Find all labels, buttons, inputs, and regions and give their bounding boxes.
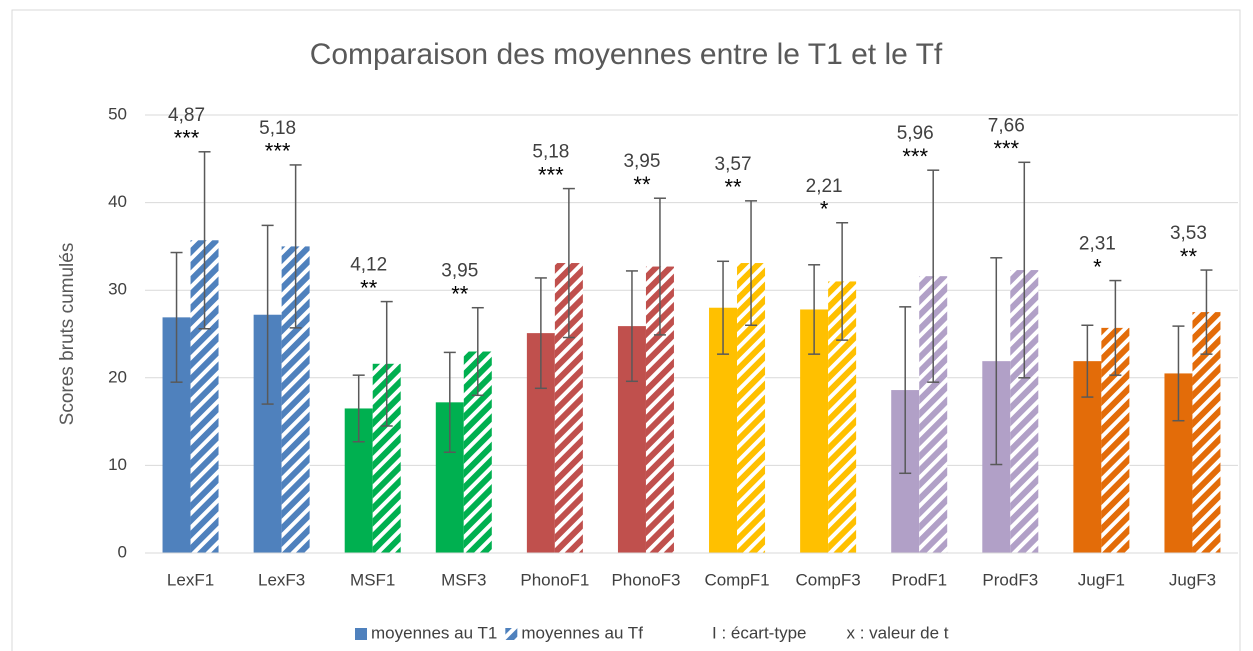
x-tick-label: CompF1 (704, 570, 769, 589)
y-tick-label: 10 (108, 455, 127, 474)
error-bar (380, 300, 393, 427)
chart-title: Comparaison des moyennes entre le T1 et … (310, 38, 943, 71)
x-tick-label: PhonoF3 (611, 570, 680, 589)
error-bar (443, 351, 456, 454)
y-tick-label: 30 (108, 280, 127, 299)
x-tick-label: ProdF1 (891, 570, 947, 589)
t-value: 5,18 (532, 142, 569, 163)
error-bar (562, 187, 575, 339)
error-bar (1172, 325, 1185, 422)
legend-label: moyennes au Tf (521, 623, 643, 642)
significance: ** (1180, 244, 1198, 269)
significance: ** (360, 275, 378, 300)
significance: *** (174, 126, 200, 151)
x-tick-label: ProdF3 (982, 570, 1038, 589)
y-tick-label: 20 (108, 367, 127, 386)
error-bar (927, 169, 940, 383)
t-value: 2,21 (806, 176, 843, 197)
t-value: 7,66 (988, 115, 1025, 136)
error-bar (717, 260, 730, 355)
error-bar (261, 224, 274, 405)
t-value: 5,18 (259, 118, 296, 139)
legend-label: moyennes au T1 (371, 623, 497, 642)
legend-note: x : valeur de t (846, 623, 948, 642)
x-tick-label: PhonoF1 (520, 570, 589, 589)
y-tick-label: 50 (108, 104, 127, 123)
significance: ** (451, 282, 469, 307)
error-bar (899, 306, 912, 475)
t-value: 3,53 (1170, 223, 1207, 244)
significance: *** (993, 136, 1019, 161)
legend-note: I : écart-type (712, 623, 806, 642)
significance: *** (902, 144, 928, 169)
y-tick-label: 0 (118, 542, 127, 561)
t-value: 3,95 (441, 261, 478, 282)
x-tick-label: JugF1 (1078, 570, 1125, 589)
error-bar (352, 374, 365, 443)
significance: * (820, 197, 829, 222)
significance: ** (724, 175, 742, 200)
error-bar (836, 221, 849, 341)
significance: * (1093, 254, 1102, 279)
t-value: 4,12 (350, 255, 387, 276)
x-tick-label: LexF1 (167, 570, 214, 589)
error-bar (289, 164, 302, 329)
t-value: 3,57 (715, 154, 752, 175)
legend-swatch (355, 628, 367, 640)
error-bar (1200, 269, 1213, 355)
x-tick-label: LexF3 (258, 570, 305, 589)
error-bar (1109, 279, 1122, 376)
y-axis-label: Scores bruts cumulés (57, 243, 78, 426)
significance: *** (538, 162, 564, 187)
significance: ** (633, 172, 651, 197)
error-bar (745, 200, 758, 326)
error-bar (990, 257, 1003, 466)
x-tick-label: MSF3 (441, 570, 486, 589)
error-bar (625, 270, 638, 383)
t-value: 2,31 (1079, 234, 1116, 255)
significance: *** (265, 139, 291, 164)
x-tick-label: CompF3 (796, 570, 861, 589)
error-bar (653, 197, 666, 336)
t-value: 5,96 (897, 123, 934, 144)
x-tick-label: JugF3 (1169, 570, 1216, 589)
error-bar (170, 251, 183, 383)
y-tick-label: 40 (108, 192, 127, 211)
error-bar (808, 264, 821, 355)
t-value: 4,87 (168, 105, 205, 126)
error-bar (1081, 324, 1094, 398)
legend-swatch (505, 628, 518, 640)
t-value: 3,95 (623, 151, 660, 172)
error-bar (534, 277, 547, 390)
error-bar (1018, 161, 1031, 379)
error-bar (198, 151, 211, 330)
x-tick-label: MSF1 (350, 570, 395, 589)
error-bar (471, 306, 484, 397)
